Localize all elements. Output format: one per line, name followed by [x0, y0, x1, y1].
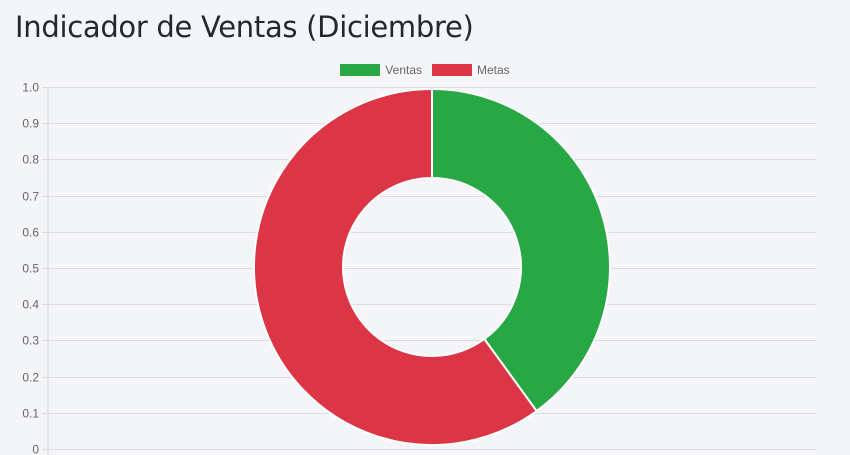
y-tick-label: 0 [32, 443, 39, 455]
legend-item-ventas[interactable]: Ventas [340, 63, 422, 77]
legend-swatch-ventas [340, 64, 381, 76]
y-tick-label: 0.9 [22, 117, 39, 131]
y-tick-label: 0.4 [22, 298, 39, 312]
legend-label-ventas: Ventas [385, 63, 422, 77]
doughnut-slice-metas[interactable] [253, 87, 539, 446]
legend-swatch-metas [432, 64, 472, 76]
y-tick-label: 1.0 [22, 81, 39, 95]
chart-legend: Ventas Metas [0, 63, 850, 77]
y-axis-ticks: 0 0.1 0.2 0.3 0.4 0.5 0.6 0.7 0.8 0.9 1.0 [22, 81, 39, 455]
page-title: Indicador de Ventas (Diciembre) [15, 10, 474, 44]
y-tick-label: 0.8 [22, 153, 39, 167]
legend-label-metas: Metas [477, 63, 510, 77]
legend-item-metas[interactable]: Metas [432, 63, 510, 77]
y-tick-label: 0.6 [22, 226, 39, 240]
y-tick-label: 0.1 [22, 407, 39, 421]
doughnut-slice-ventas[interactable] [431, 87, 611, 413]
y-grid [42, 87, 816, 455]
doughnut-slices [253, 87, 611, 446]
y-tick-label: 0.3 [22, 334, 39, 348]
y-tick-label: 0.5 [22, 262, 39, 276]
y-tick-label: 0.7 [22, 190, 39, 204]
y-tick-label: 0.2 [22, 371, 39, 385]
